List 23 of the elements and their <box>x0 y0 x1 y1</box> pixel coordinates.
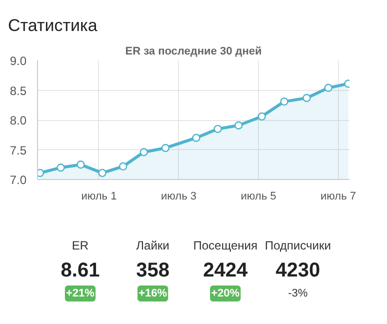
text: 4230 <box>276 260 320 282</box>
x-tick-label: июль 1 <box>81 190 117 202</box>
y-tick-label: 7.5 <box>10 143 27 158</box>
text: 2424 <box>203 260 248 282</box>
x-tick-label: июль 7 <box>320 190 356 202</box>
category-label: Подписчики <box>264 238 331 252</box>
category-label: Лайки <box>136 238 170 252</box>
text: 358 <box>136 260 170 282</box>
y-tick-label: 9.0 <box>10 54 27 68</box>
x-tick-label: июль 5 <box>240 190 276 202</box>
text: +20% <box>211 288 240 300</box>
y-tick-label: 7.0 <box>10 173 27 187</box>
chart-subtitle: ER за последние 30 дней <box>125 46 262 58</box>
text: +21% <box>66 288 95 300</box>
text: 8.61 <box>60 260 100 282</box>
y-tick-label: 8.0 <box>10 114 27 128</box>
category-label: Посещения <box>193 238 258 252</box>
text: +16% <box>138 288 168 300</box>
text: -3% <box>288 288 308 300</box>
chart-title: Статистика <box>8 15 98 37</box>
category-label: ER <box>72 238 89 252</box>
y-tick-label: 8.5 <box>10 84 27 98</box>
x-tick-label: июль 3 <box>161 190 196 202</box>
